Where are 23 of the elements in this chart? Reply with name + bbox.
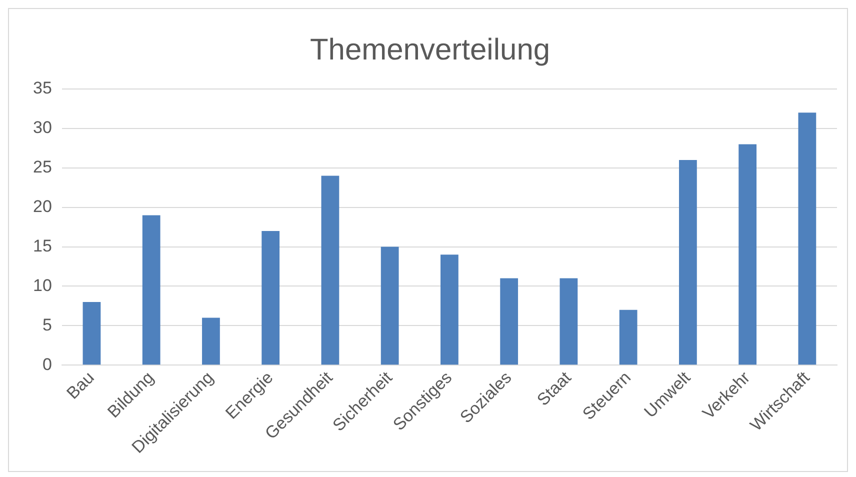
y-tick-label: 0 <box>42 354 52 374</box>
bar <box>619 310 638 365</box>
y-tick-label: 25 <box>32 158 52 177</box>
bar <box>142 215 160 365</box>
bar <box>798 112 816 365</box>
x-tick-label: Bau <box>63 368 98 403</box>
y-tick-label: 30 <box>32 118 52 138</box>
y-tick-label: 15 <box>32 236 52 256</box>
y-tick-label: 35 <box>32 78 52 98</box>
bar <box>82 302 101 365</box>
bar <box>679 160 697 365</box>
y-tick-label: 20 <box>32 197 52 216</box>
bar <box>738 144 757 365</box>
bar <box>202 318 220 365</box>
bar <box>500 278 518 365</box>
chart-title: Themenverteilung <box>310 33 550 66</box>
y-tick-label: 5 <box>42 315 52 334</box>
bar <box>380 246 399 365</box>
bar <box>321 176 340 365</box>
bar <box>560 278 578 365</box>
y-tick-label: 10 <box>32 276 52 295</box>
bar <box>262 230 280 365</box>
bar <box>440 254 458 365</box>
